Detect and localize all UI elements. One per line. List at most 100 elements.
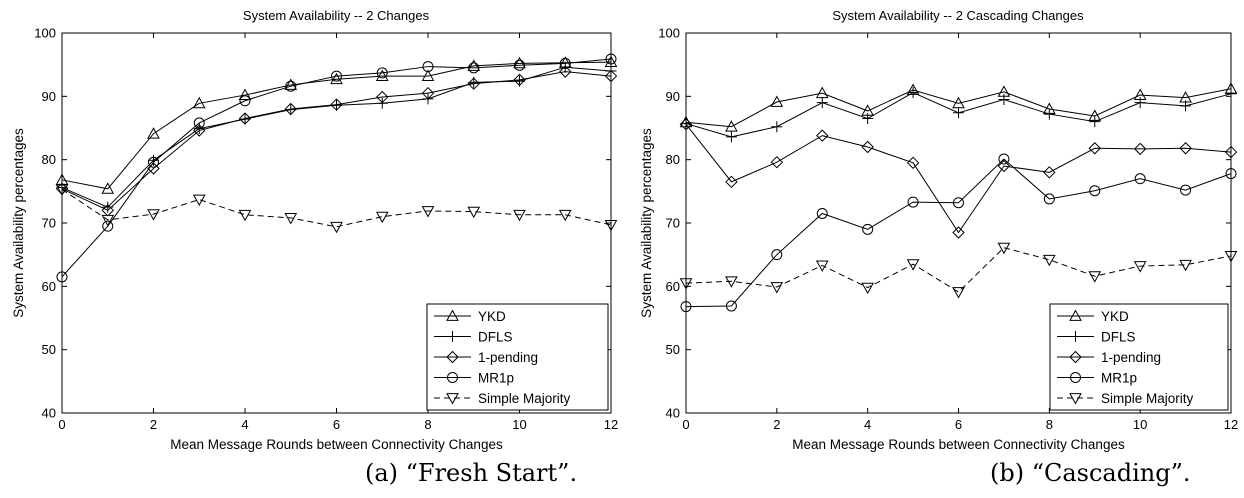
data-point [238, 209, 252, 222]
data-point [679, 278, 693, 290]
data-point [285, 80, 297, 92]
legend-marker [447, 331, 458, 342]
y-tick-label: 70 [666, 216, 680, 231]
x-tick-label: 10 [1133, 417, 1147, 432]
legend-entry-dfls: DFLS [1101, 330, 1136, 345]
data-point [725, 120, 738, 132]
series-1-pending [679, 117, 1238, 239]
legend: YKD DFLS 1-pending MR1p Simple Majority [426, 303, 609, 411]
legend-marker [1069, 350, 1082, 364]
data-point [862, 113, 874, 124]
data-point [816, 97, 828, 109]
data-point [376, 90, 389, 104]
data-point [376, 97, 388, 109]
x-tick-label: 4 [241, 417, 248, 432]
data-point [679, 117, 693, 131]
data-point [513, 73, 526, 87]
x-tick-label: 0 [58, 417, 65, 432]
data-point [148, 156, 159, 168]
series-mr1p [56, 53, 617, 283]
data-point [1089, 185, 1101, 197]
data-point [1043, 166, 1056, 179]
data-point [771, 249, 783, 261]
data-point [331, 70, 342, 82]
legend-marker [1070, 331, 1081, 342]
data-point [604, 220, 618, 232]
series-dfls [680, 87, 1237, 143]
data-point [1043, 108, 1055, 120]
data-point [1225, 168, 1237, 180]
data-point [558, 209, 572, 222]
data-point [952, 287, 965, 299]
data-point [376, 67, 388, 79]
data-point [906, 259, 920, 271]
series-line [685, 88, 1232, 128]
data-point [193, 124, 206, 137]
data-point [770, 282, 784, 294]
x-tick-label: 8 [1046, 417, 1053, 432]
data-point [997, 242, 1011, 255]
y-tick-label: 70 [42, 216, 56, 231]
data-point [239, 95, 251, 107]
legend-entry-simple-majority: Simple Majority [1101, 391, 1194, 406]
data-point [953, 197, 964, 209]
data-point [1179, 142, 1192, 155]
data-point [101, 214, 115, 227]
legend-marker [1070, 372, 1081, 383]
data-point [725, 175, 738, 189]
legend-entry-1-pending: 1-pending [1101, 350, 1161, 365]
data-point [193, 117, 205, 129]
data-point [421, 69, 435, 81]
data-point [101, 182, 115, 194]
series-ykd [55, 55, 618, 194]
data-point [770, 155, 784, 169]
legend-entry-simple-majority: Simple Majority [478, 391, 571, 406]
data-point [952, 226, 965, 239]
data-point [514, 59, 525, 71]
y-tick-label: 100 [34, 26, 56, 41]
data-point [816, 129, 829, 142]
x-tick-label: 2 [773, 417, 780, 432]
x-axis-label: Mean Message Rounds between Connectivity… [792, 437, 1125, 452]
data-point [907, 196, 919, 208]
data-point [468, 62, 480, 74]
data-point [906, 156, 920, 170]
data-point [997, 159, 1011, 173]
data-point [1133, 142, 1147, 156]
x-axis-label: Mean Message Rounds between Connectivity… [170, 437, 503, 452]
data-point [284, 78, 298, 90]
series-line [61, 189, 612, 228]
data-point [238, 112, 252, 125]
data-point [147, 127, 160, 139]
data-point [1179, 259, 1192, 272]
series-ykd [679, 82, 1238, 132]
data-point [862, 223, 874, 235]
data-point [680, 118, 692, 130]
data-point [1134, 97, 1146, 109]
data-point [815, 260, 829, 272]
series-line [685, 158, 1232, 308]
y-axis-label: System Availability percentages [639, 128, 654, 318]
caption-cascading: (b) “Cascading”. [990, 459, 1191, 487]
y-tick-label: 40 [666, 406, 680, 421]
y-tick-label: 90 [666, 89, 680, 104]
series-line [61, 58, 612, 278]
data-point [1180, 184, 1192, 196]
data-point [1089, 116, 1101, 128]
legend-marker [446, 350, 459, 364]
data-point [1042, 254, 1056, 267]
chart-fresh-start: System Availability -- 2 Changes 0 2 4 6 8 10 1… [11, 8, 618, 452]
series-dfls [56, 61, 617, 213]
series-1-pending [55, 65, 618, 217]
series-simple-majority [679, 242, 1238, 299]
data-point [421, 86, 435, 100]
data-point [1134, 173, 1146, 185]
legend-entry-1-pending: 1-pending [478, 350, 538, 365]
data-point [770, 95, 784, 107]
data-point [604, 69, 618, 83]
data-point [1180, 100, 1192, 112]
legend-marker [446, 309, 459, 321]
data-point [467, 59, 481, 71]
x-tick-label: 4 [864, 417, 871, 432]
